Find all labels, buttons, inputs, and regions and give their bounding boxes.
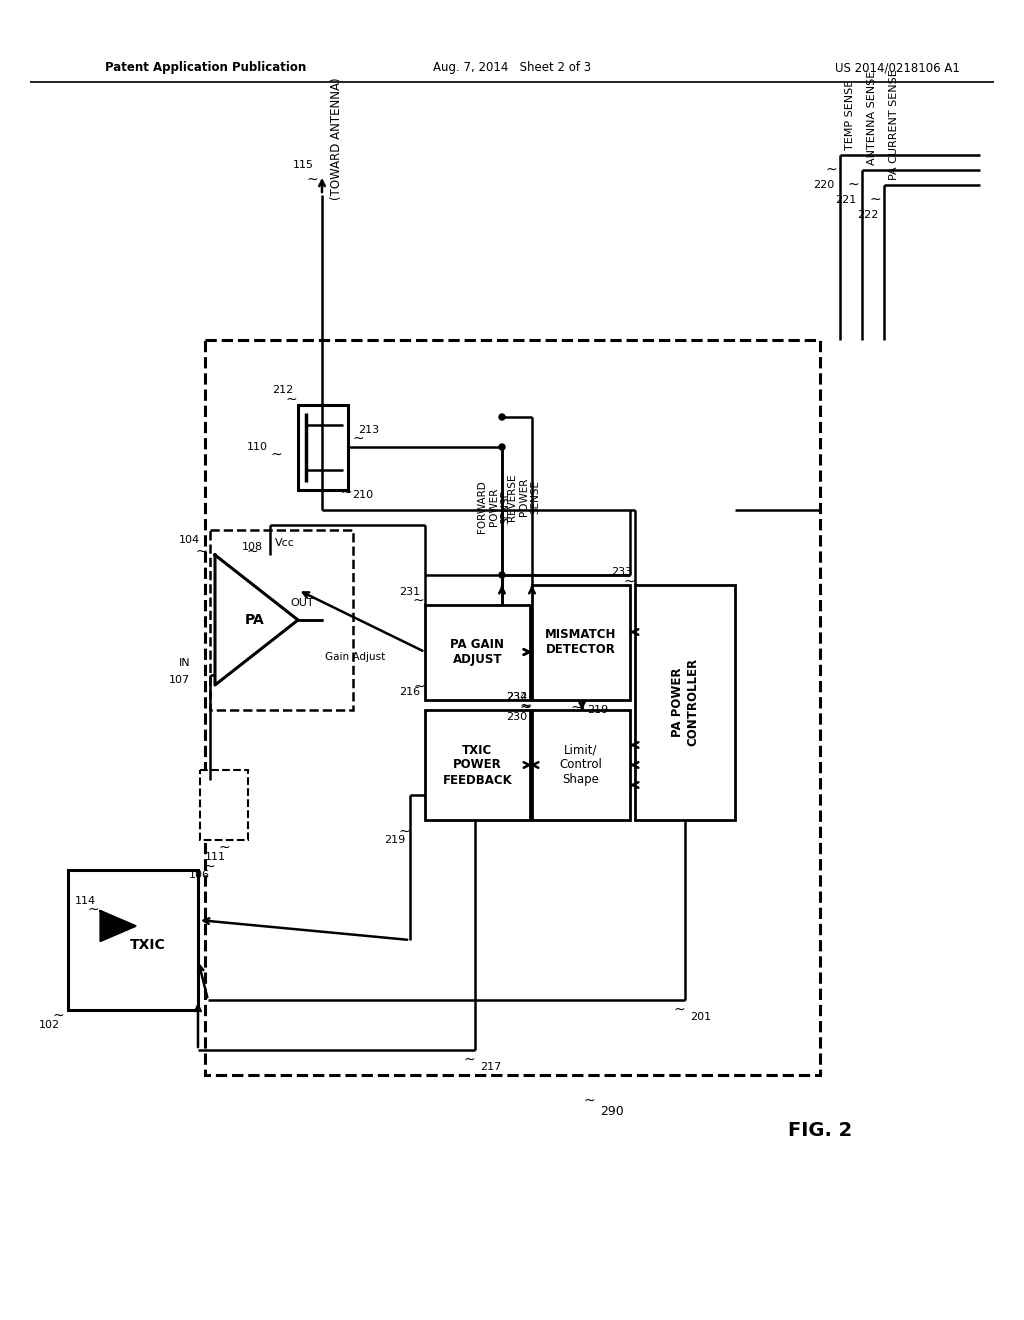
Circle shape: [499, 572, 505, 578]
Text: TXIC: TXIC: [130, 939, 166, 952]
Text: 107: 107: [169, 675, 190, 685]
Text: 221: 221: [835, 195, 856, 205]
Text: 290: 290: [600, 1105, 624, 1118]
Bar: [635, 585, 735, 820]
Text: ~: ~: [353, 432, 365, 446]
Bar: [68, 870, 198, 1010]
Polygon shape: [100, 911, 135, 941]
Text: MISMATCH
DETECTOR: MISMATCH DETECTOR: [546, 628, 616, 656]
Text: 102: 102: [39, 1020, 60, 1030]
Bar: [210, 531, 353, 710]
Text: Aug. 7, 2014   Sheet 2 of 3: Aug. 7, 2014 Sheet 2 of 3: [433, 62, 591, 74]
Text: ~: ~: [848, 178, 859, 191]
Text: 106: 106: [189, 870, 210, 880]
Text: ~: ~: [286, 393, 297, 407]
Text: Gain Adjust: Gain Adjust: [325, 652, 385, 663]
Text: Patent Application Publication: Patent Application Publication: [105, 62, 306, 74]
Text: ~: ~: [204, 861, 215, 874]
Text: 232: 232: [506, 692, 527, 702]
Text: 219: 219: [587, 705, 608, 715]
Text: ~: ~: [247, 545, 258, 558]
Text: FIG. 2: FIG. 2: [787, 1121, 852, 1139]
Bar: [532, 710, 630, 820]
Text: Vcc: Vcc: [275, 539, 295, 548]
Text: TXIC
POWER
FEEDBACK: TXIC POWER FEEDBACK: [442, 743, 512, 787]
Text: ~: ~: [414, 680, 425, 694]
Text: ~: ~: [519, 700, 531, 713]
Text: 210: 210: [352, 490, 373, 500]
Text: PA: PA: [245, 612, 265, 627]
Bar: [200, 770, 248, 840]
Bar: [425, 605, 530, 700]
Text: IN: IN: [178, 657, 190, 668]
Text: 212: 212: [271, 385, 293, 395]
Text: PA CURRENT SENSE: PA CURRENT SENSE: [889, 69, 899, 180]
Text: 115: 115: [293, 160, 314, 170]
Text: TEMP SENSE: TEMP SENSE: [845, 79, 855, 150]
Text: ~: ~: [398, 825, 410, 840]
Text: ~: ~: [306, 173, 318, 187]
Text: REVERSE
POWER
SENSE: REVERSE POWER SENSE: [508, 474, 541, 521]
Text: 104: 104: [179, 535, 200, 545]
Text: 219: 219: [384, 836, 406, 845]
Text: ~: ~: [519, 701, 531, 715]
Text: ~: ~: [270, 447, 282, 462]
Text: ~: ~: [624, 576, 635, 589]
Text: 233: 233: [611, 568, 632, 577]
Text: ANTENNA SENSE: ANTENNA SENSE: [867, 71, 877, 165]
Text: 110: 110: [247, 442, 268, 451]
Bar: [298, 405, 348, 490]
Text: ~: ~: [218, 841, 229, 855]
Text: (TOWARD ANTENNA): (TOWARD ANTENNA): [330, 78, 343, 201]
Text: ~: ~: [196, 545, 207, 558]
Text: ~: ~: [674, 1003, 685, 1016]
Bar: [532, 585, 630, 700]
Text: OUT: OUT: [290, 598, 313, 609]
Text: FORWARD
POWER
SENSE: FORWARD POWER SENSE: [477, 480, 511, 533]
Bar: [425, 710, 530, 820]
Text: 201: 201: [690, 1012, 711, 1022]
Text: 231: 231: [399, 587, 420, 597]
Text: 114: 114: [75, 896, 95, 906]
Text: ~: ~: [340, 486, 351, 500]
Text: PA GAIN
ADJUST: PA GAIN ADJUST: [451, 638, 505, 667]
Text: ~: ~: [413, 594, 424, 609]
Text: ~: ~: [464, 1053, 475, 1067]
Text: 108: 108: [242, 543, 263, 552]
Text: 216: 216: [399, 686, 420, 697]
Text: 213: 213: [358, 425, 379, 436]
Text: ~: ~: [869, 193, 881, 207]
Circle shape: [499, 444, 505, 450]
Polygon shape: [215, 554, 298, 685]
Text: 234: 234: [506, 692, 527, 702]
Bar: [205, 341, 820, 1074]
Text: 217: 217: [480, 1063, 502, 1072]
Text: ~: ~: [520, 700, 532, 714]
Text: PA POWER
CONTROLLER: PA POWER CONTROLLER: [671, 657, 699, 746]
Text: ~: ~: [584, 1094, 595, 1107]
Circle shape: [499, 414, 505, 420]
Text: 230: 230: [506, 711, 527, 722]
Text: 220: 220: [813, 180, 834, 190]
Text: 111: 111: [205, 851, 226, 862]
Text: ~: ~: [52, 1008, 63, 1023]
Text: ~: ~: [570, 701, 582, 715]
Text: Limit/
Control
Shape: Limit/ Control Shape: [559, 743, 602, 787]
Text: ~: ~: [88, 903, 99, 917]
Text: US 2014/0218106 A1: US 2014/0218106 A1: [836, 62, 961, 74]
Text: ~: ~: [825, 162, 837, 177]
Text: 222: 222: [857, 210, 878, 220]
